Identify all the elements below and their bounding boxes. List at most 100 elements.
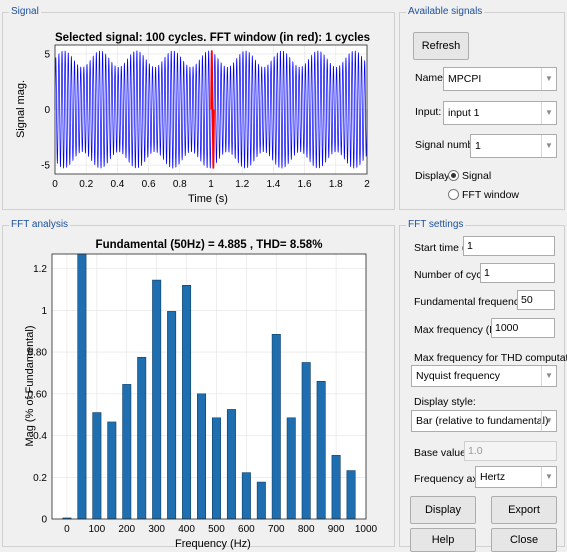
fft-y-tick-label: 1 <box>41 306 47 317</box>
freq-axis-select[interactable]: Hertz ▼ <box>475 466 557 488</box>
display-button[interactable]: Display <box>410 496 476 524</box>
available-signals-title: Available signals <box>406 6 485 18</box>
signal-y-tick-label: 0 <box>44 105 50 116</box>
fft-y-tick-label: 0 <box>41 515 47 526</box>
fft-x-tick-label: 700 <box>268 524 285 535</box>
thd-select[interactable]: Nyquist frequency ▼ <box>411 365 557 387</box>
input-label: Input: <box>415 106 442 118</box>
fft-plot-title: Fundamental (50Hz) = 4.885 , THD= 8.58% <box>95 239 323 251</box>
fft-bar <box>331 455 341 520</box>
fft-y-tick-label: 0.60 <box>28 389 48 400</box>
fft-x-tick-label: 500 <box>208 524 225 535</box>
signal-number-select[interactable]: 1 ▼ <box>470 134 557 158</box>
fft-bar <box>182 284 192 520</box>
fft-window-series-line <box>210 50 215 169</box>
fund-freq-input[interactable]: 50 <box>517 290 555 310</box>
chevron-down-icon: ▼ <box>541 135 556 157</box>
signal-x-tick-label: 2 <box>364 179 370 190</box>
signal-number-value: 1 <box>475 140 481 152</box>
fft-bar <box>346 470 356 520</box>
signal-x-tick-label: 0.8 <box>173 179 187 190</box>
close-button[interactable]: Close <box>491 528 557 552</box>
fft-x-tick-label: 800 <box>298 524 315 535</box>
fft-y-tick-label: 1.2 <box>33 264 47 275</box>
fft-x-tick-label: 0 <box>64 524 70 535</box>
freq-axis-label: Frequency axis: <box>414 473 489 485</box>
fft-settings-title: FFT settings <box>406 219 466 231</box>
signal-x-tick-label: 1 <box>208 179 214 190</box>
name-label: Name: <box>415 72 446 84</box>
fft-bar <box>77 253 87 520</box>
fft-bar <box>122 384 132 520</box>
display-style-select[interactable]: Bar (relative to fundamental) ▼ <box>411 410 557 432</box>
cycles-input[interactable]: 1 <box>480 263 555 283</box>
name-select-value: MPCPI <box>448 73 482 85</box>
max-freq-input[interactable]: 1000 <box>491 318 555 338</box>
input-select-value: input 1 <box>448 107 480 119</box>
fund-freq-label: Fundamental frequency (Hz): <box>414 296 550 308</box>
thd-label: Max frequency for THD computation: <box>414 352 567 364</box>
fft-bar <box>152 279 162 520</box>
fft-bar <box>226 409 236 520</box>
name-select[interactable]: MPCPI ▼ <box>443 67 557 91</box>
chevron-down-icon: ▼ <box>541 102 556 124</box>
fft-ylabel: Mag (% of Fundamental) <box>24 325 36 447</box>
fft-bar <box>256 481 266 520</box>
fft-bar <box>197 393 207 520</box>
display-signal-radio[interactable] <box>448 170 459 181</box>
fft-x-tick-label: 1000 <box>355 524 378 535</box>
chevron-down-icon: ▼ <box>541 467 556 487</box>
signal-plot[interactable]: 0 0.2 0.4 0.6 0.8 1 1.2 1.4 1.6 1.8 2-505 <box>0 0 395 215</box>
fft-bar <box>301 362 311 520</box>
signal-x-tick-label: 0.6 <box>142 179 156 190</box>
signal-number-label: Signal number: <box>415 139 486 151</box>
chevron-down-icon: ▼ <box>541 411 556 431</box>
fft-bar <box>241 472 251 520</box>
export-button[interactable]: Export <box>491 496 557 524</box>
signal-y-tick-label: -5 <box>41 161 50 172</box>
chevron-down-icon: ▼ <box>541 366 556 386</box>
signal-x-tick-label: 1.8 <box>329 179 343 190</box>
help-button[interactable]: Help <box>410 528 476 552</box>
fft-bar <box>107 421 117 520</box>
cycles-label: Number of cycles: <box>414 269 499 281</box>
fft-bar <box>211 417 221 520</box>
chevron-down-icon: ▼ <box>541 68 556 90</box>
fft-xlabel: Frequency (Hz) <box>175 538 251 550</box>
fft-bar <box>92 412 102 520</box>
display-style-label: Display style: <box>414 396 476 408</box>
fft-y-tick-label: 0.4 <box>33 431 47 442</box>
signal-x-tick-label: 1.4 <box>266 179 280 190</box>
fft-x-tick-label: 300 <box>148 524 165 535</box>
signal-x-tick-label: 0.2 <box>79 179 93 190</box>
fft-bar <box>286 417 296 520</box>
thd-select-value: Nyquist frequency <box>416 370 501 382</box>
input-select[interactable]: input 1 ▼ <box>443 101 557 125</box>
signal-x-tick-label: 0 <box>52 179 58 190</box>
fft-x-tick-label: 100 <box>89 524 106 535</box>
fft-x-tick-label: 400 <box>178 524 195 535</box>
signal-panel-title: Signal <box>9 6 41 18</box>
fft-y-tick-label: 0.80 <box>28 348 48 359</box>
signal-x-tick-label: 0.4 <box>110 179 124 190</box>
base-value-input: 1.0 <box>464 441 557 461</box>
fft-bar <box>167 311 177 520</box>
refresh-button[interactable]: Refresh <box>413 32 469 60</box>
start-time-label: Start time (s): <box>414 242 478 254</box>
signal-y-tick-label: 5 <box>44 49 50 60</box>
fft-bar <box>271 334 281 520</box>
fft-bar <box>316 380 326 520</box>
signal-x-tick-label: 1.6 <box>298 179 312 190</box>
signal-plot-title: Selected signal: 100 cycles. FFT window … <box>55 32 371 44</box>
display-style-value: Bar (relative to fundamental) <box>416 415 549 427</box>
fft-bar <box>137 356 147 520</box>
start-time-input[interactable]: 1 <box>463 236 555 256</box>
fft-bar-chart[interactable]: 0 100 200 300 400 500 600 700 800 900 100000.20.40… <box>0 0 395 548</box>
display-fft-label: FFT window <box>462 189 519 201</box>
max-freq-label: Max frequency (Hz): <box>414 324 509 336</box>
fft-x-tick-label: 900 <box>328 524 345 535</box>
base-value-label: Base value: <box>414 447 469 459</box>
display-label: Display: <box>415 170 453 182</box>
signal-x-tick-label: 1.2 <box>235 179 249 190</box>
display-fft-radio[interactable] <box>448 189 459 200</box>
